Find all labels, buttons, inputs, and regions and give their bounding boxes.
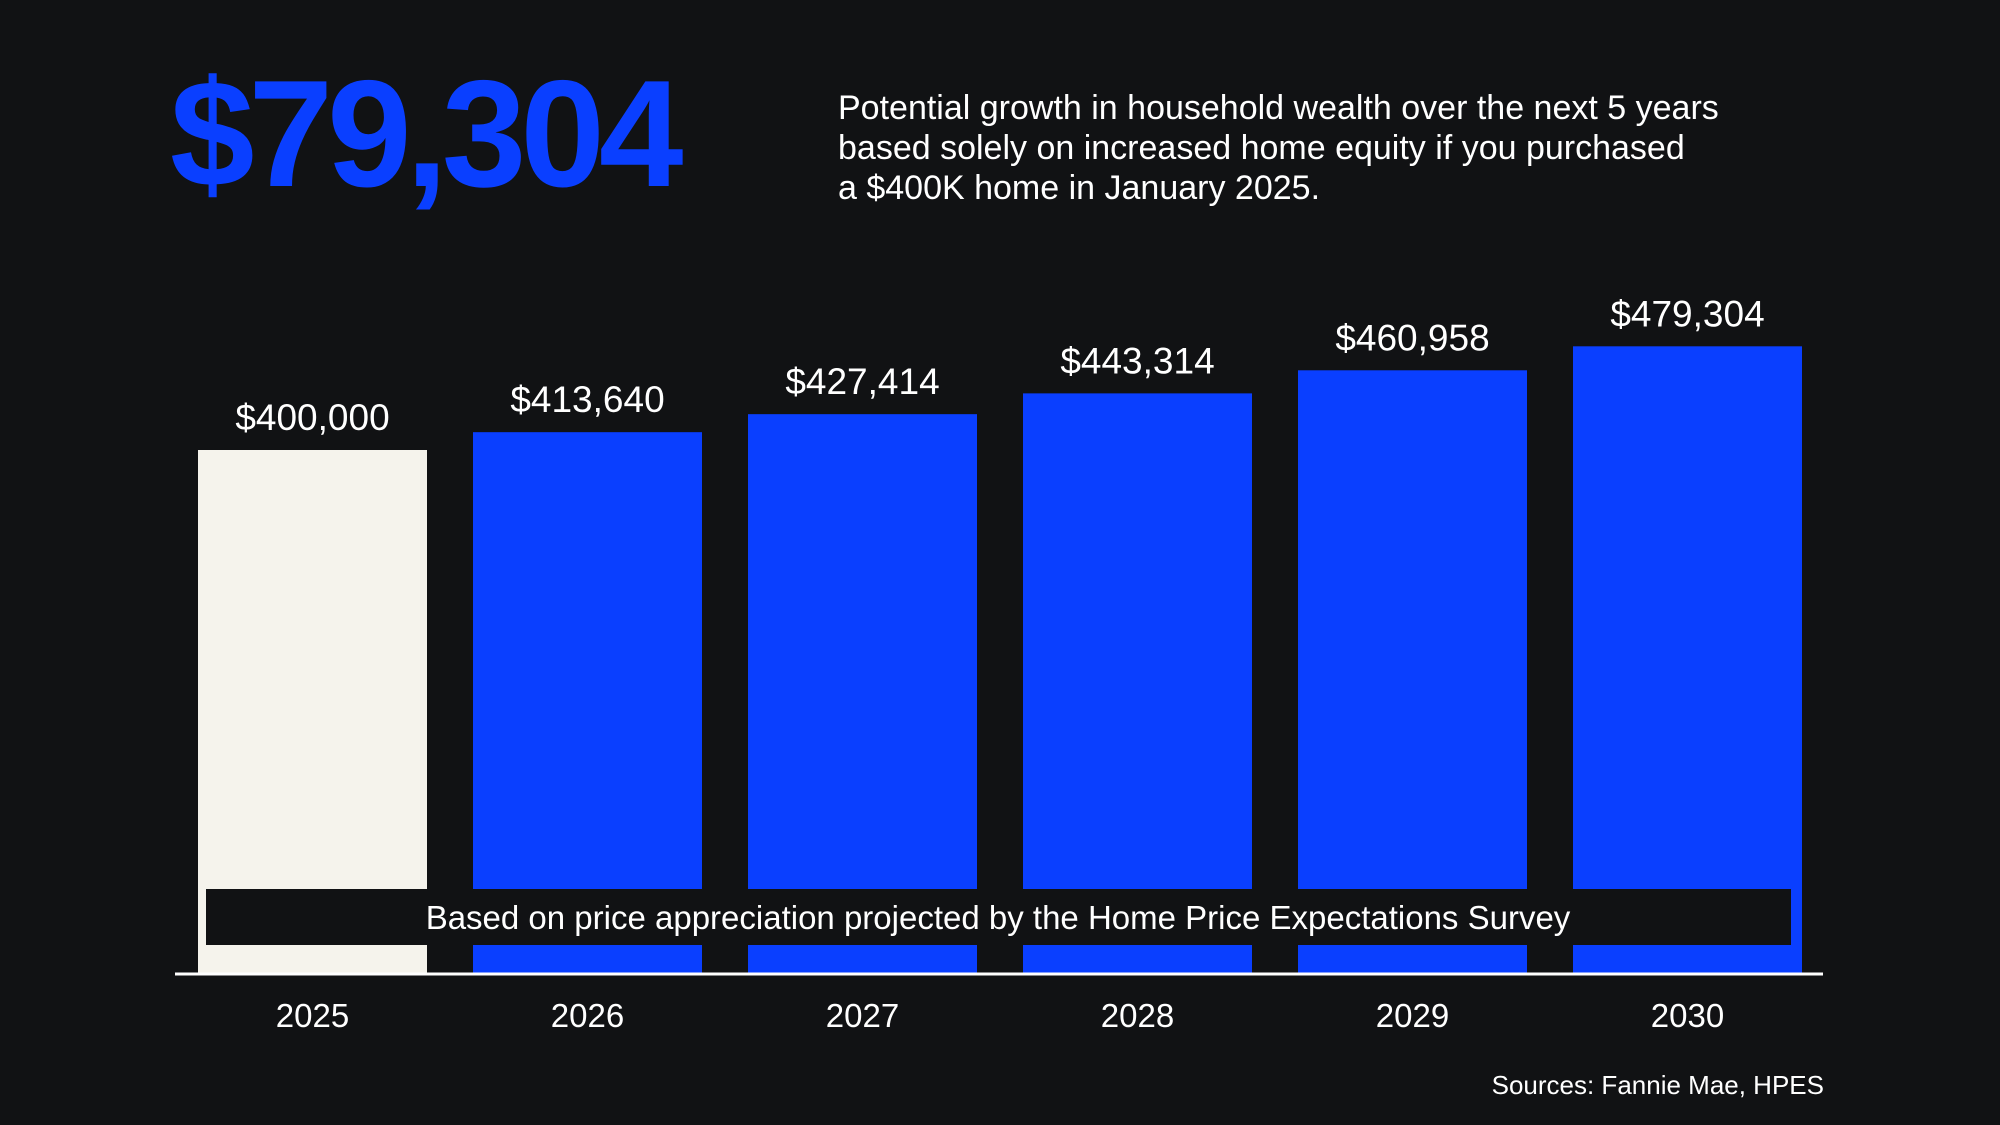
data-label-2025: $400,000 bbox=[235, 397, 389, 438]
x-tick-label-2030: 2030 bbox=[1651, 997, 1724, 1034]
headline-value: $79,304 bbox=[170, 49, 683, 219]
annotation-banner bbox=[206, 889, 1791, 945]
x-tick-label-2026: 2026 bbox=[551, 997, 624, 1034]
headline-description: Potential growth in household wealth ove… bbox=[838, 88, 1838, 208]
description-line: based solely on increased home equity if… bbox=[838, 129, 1685, 167]
bar-2026 bbox=[473, 432, 702, 973]
description-line: a $400K home in January 2025. bbox=[838, 169, 1321, 207]
x-tick-label-2027: 2027 bbox=[826, 997, 899, 1034]
description-line: Potential growth in household wealth ove… bbox=[838, 89, 1719, 127]
data-label-2028: $443,314 bbox=[1060, 340, 1214, 381]
data-label-2029: $460,958 bbox=[1335, 317, 1489, 358]
bar-2028 bbox=[1023, 393, 1252, 973]
annotation-text: Based on price appreciation projected by… bbox=[426, 899, 1571, 936]
bar-2027 bbox=[748, 414, 977, 973]
bar-2030 bbox=[1573, 346, 1802, 973]
x-tick-label-2029: 2029 bbox=[1376, 997, 1449, 1034]
bar-2029 bbox=[1298, 370, 1527, 973]
source-note: Sources: Fannie Mae, HPES bbox=[1491, 1070, 1824, 1100]
data-label-2027: $427,414 bbox=[785, 361, 939, 402]
data-label-2026: $413,640 bbox=[510, 379, 664, 420]
x-tick-label-2025: 2025 bbox=[276, 997, 349, 1034]
data-label-2030: $479,304 bbox=[1610, 293, 1764, 334]
x-tick-label-2028: 2028 bbox=[1101, 997, 1174, 1034]
bar-2025 bbox=[198, 450, 427, 973]
